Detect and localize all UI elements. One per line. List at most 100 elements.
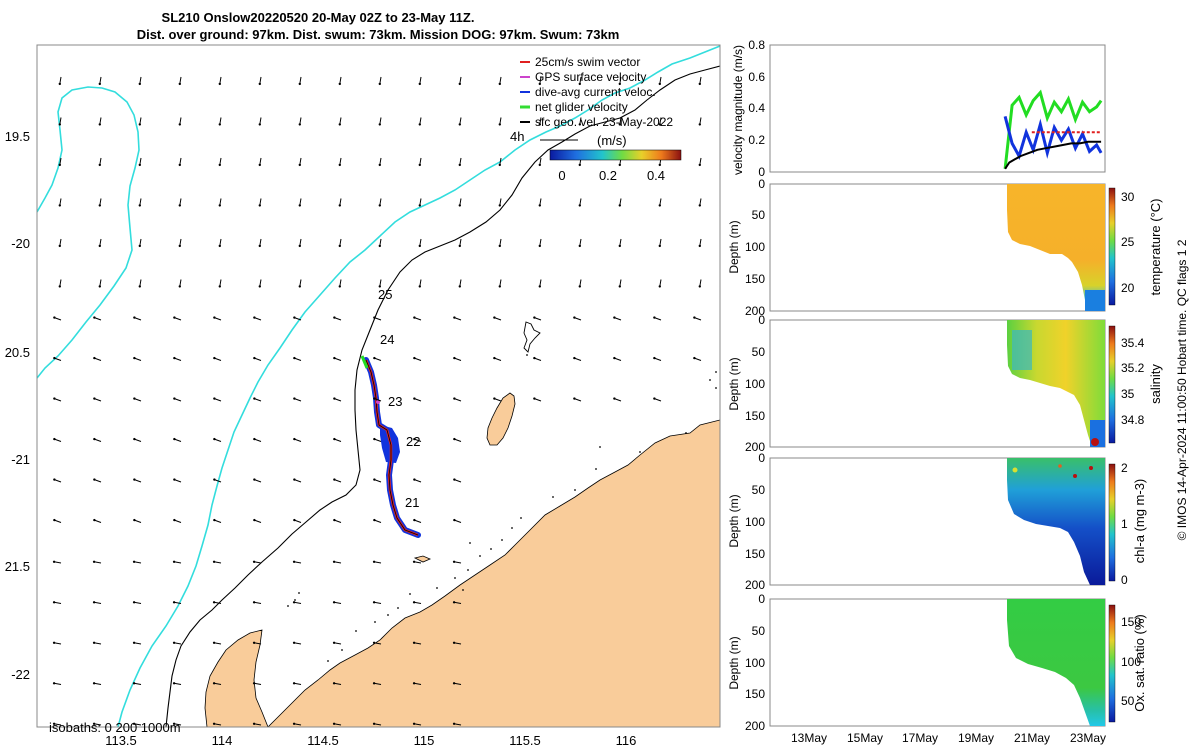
velocity-arrow-head (578, 123, 581, 126)
map-colorbar (549, 149, 682, 161)
velocity-arrow-head (253, 356, 256, 360)
velocity-arrow-head (53, 478, 56, 481)
velocity-arrow-head (618, 244, 621, 248)
velocity-arrow-head (253, 316, 256, 319)
velocity-arrow-head (538, 163, 541, 167)
legend-item-geo: sfc geo. vel. 23-May-2022 (535, 115, 673, 129)
velocity-arrow-head (698, 204, 701, 207)
velocity-arrow-head (252, 722, 256, 725)
velocity-arrow-head (372, 722, 376, 725)
chl-ytick-100: 100 (745, 515, 765, 529)
imos-credit-text: © IMOS 14-Apr-2024 11:00:50 Hobart time.… (1175, 239, 1189, 540)
velocity-arrow-head (138, 285, 141, 288)
sal-ytick-150: 150 (745, 409, 765, 423)
velocity-arrow-head (698, 163, 701, 167)
velocity-arrow-head (373, 316, 376, 319)
ox-ytick-50: 50 (752, 624, 766, 638)
vel-ytick-3: 0.6 (748, 70, 765, 84)
velocity-arrow-head (653, 356, 656, 360)
velocity-arrow-head (698, 123, 701, 126)
velocity-arrow-head (293, 478, 296, 481)
chl-ytick-200: 200 (745, 578, 765, 592)
velocity-arrow-head (578, 82, 581, 86)
velocity-arrow-head (98, 204, 102, 207)
velocity-arrow-head (298, 163, 301, 167)
velocity-arrow-head (213, 478, 216, 481)
velocity-arrow-head (378, 244, 381, 248)
salinity-colorbar-label: salinity (1148, 364, 1163, 404)
sal-cbar-tick-0: 35.4 (1121, 336, 1145, 350)
velocity-arrow-head (133, 316, 136, 319)
velocity-arrow-head (693, 356, 696, 360)
velocity-arrow-head (58, 123, 61, 126)
chla-ylabel: Depth (m) (727, 494, 741, 547)
salinity-high-spot (1091, 438, 1099, 446)
chl-ytick-50: 50 (752, 483, 766, 497)
velocity-arrow-head (373, 397, 376, 400)
velocity-arrow-head (252, 601, 256, 604)
velocity-arrow-head (378, 163, 381, 167)
velocity-arrow-head (653, 397, 656, 400)
velocity-arrow-head (173, 518, 176, 522)
velocity-arrow-head (373, 518, 376, 522)
temperature-y-ticks: 0 50 100 150 200 (745, 177, 765, 318)
xtick-13may: 13May (791, 731, 827, 745)
velocity-arrow-head (258, 163, 261, 167)
velocity-arrow-head (413, 397, 416, 400)
velocity-arrow-head (93, 356, 96, 360)
velocity-arrow-head (538, 123, 541, 126)
salinity-ylabel: Depth (m) (727, 357, 741, 410)
velocity-arrow-head (298, 285, 301, 288)
velocity-arrow-head (698, 244, 701, 248)
velocity-arrow-head (218, 244, 221, 248)
isobaths-label: isobaths: 0 200 1000m (49, 720, 181, 735)
temp-ytick-50: 50 (752, 208, 766, 222)
chart-title-line1: SL210 Onslow20220520 20-May 02Z to 23-Ma… (162, 10, 475, 25)
velocity-arrow-head (452, 722, 456, 725)
chla-section (1007, 458, 1105, 585)
xtick-15may: 15May (847, 731, 883, 745)
velocity-arrow-head (412, 682, 416, 685)
mainland-landmass (267, 419, 720, 727)
velocity-arrow-head (212, 641, 216, 644)
velocity-arrow-head (618, 123, 621, 126)
velocity-arrow-head (458, 123, 461, 126)
velocity-arrow-head (658, 82, 661, 86)
velocity-arrow-head (138, 204, 141, 207)
ox-cbar-tick-100: 100 (1121, 655, 1141, 669)
velocity-arrow-head (613, 356, 616, 360)
velocity-arrow-head (133, 478, 136, 481)
velocity-arrow-head (138, 123, 141, 126)
velocity-arrow-head (578, 204, 581, 207)
velocity-arrow-head (133, 437, 136, 441)
velocity-arrow-head (92, 560, 96, 563)
velocity-arrow-head (258, 244, 261, 248)
velocity-arrow-head (412, 560, 416, 563)
velocity-arrow-head (58, 244, 61, 248)
velocity-arrow-head (578, 244, 581, 248)
velocity-arrow-head (372, 641, 376, 644)
map-x-ticks: 113.5 114 114.5 115 115.5 116 (105, 733, 636, 748)
sal-ytick-50: 50 (752, 345, 766, 359)
velocity-arrow-head (378, 123, 381, 126)
temperature-colorbar (1108, 187, 1116, 306)
temperature-deep-cold-patch (1085, 290, 1105, 311)
map-legend: 25cm/s swim vector GPS surface velocity … (510, 55, 682, 183)
velocity-arrow-head (98, 82, 102, 86)
velocity-arrow-head (293, 316, 296, 319)
temperature-colorbar-label: temperature (°C) (1148, 199, 1163, 296)
velocity-arrow-head (458, 82, 461, 86)
velocity-arrow-head (253, 437, 256, 441)
velocity-arrow-head (378, 82, 381, 86)
velocity-arrow-head (213, 356, 216, 360)
velocity-arrow-head (533, 356, 536, 360)
oxygen-colorbar-label: Ox. sat. ratio (%) (1132, 614, 1147, 712)
velocity-arrow-head (52, 722, 56, 725)
velocity-arrow-head (573, 316, 576, 319)
velocity-arrow-head (658, 163, 661, 167)
velocity-arrow-head (538, 244, 541, 248)
velocity-arrow-head (413, 437, 416, 441)
velocity-arrow-head (698, 285, 701, 288)
velocity-arrow-head (258, 204, 261, 207)
temp-ytick-100: 100 (745, 240, 765, 254)
